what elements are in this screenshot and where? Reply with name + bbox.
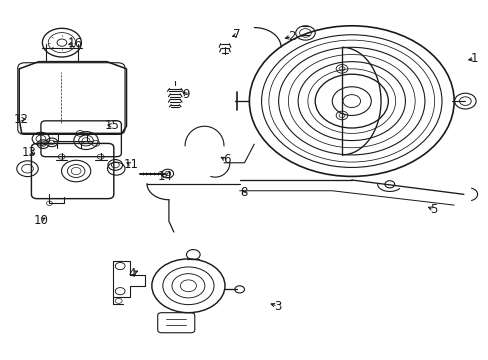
Text: 10: 10 — [33, 214, 48, 227]
Text: 15: 15 — [104, 119, 119, 132]
Text: 8: 8 — [239, 186, 247, 199]
Text: 16: 16 — [67, 36, 82, 50]
Text: 9: 9 — [182, 88, 189, 101]
Text: 6: 6 — [222, 153, 230, 166]
Text: 13: 13 — [21, 145, 36, 158]
Text: 12: 12 — [14, 113, 29, 126]
Text: 14: 14 — [158, 170, 173, 183]
Text: 1: 1 — [470, 52, 477, 65]
Text: 3: 3 — [273, 300, 281, 313]
Text: 7: 7 — [233, 28, 241, 41]
Text: 11: 11 — [123, 158, 139, 171]
Text: 4: 4 — [128, 267, 136, 280]
Text: 5: 5 — [429, 203, 436, 216]
Text: 2: 2 — [288, 30, 295, 43]
